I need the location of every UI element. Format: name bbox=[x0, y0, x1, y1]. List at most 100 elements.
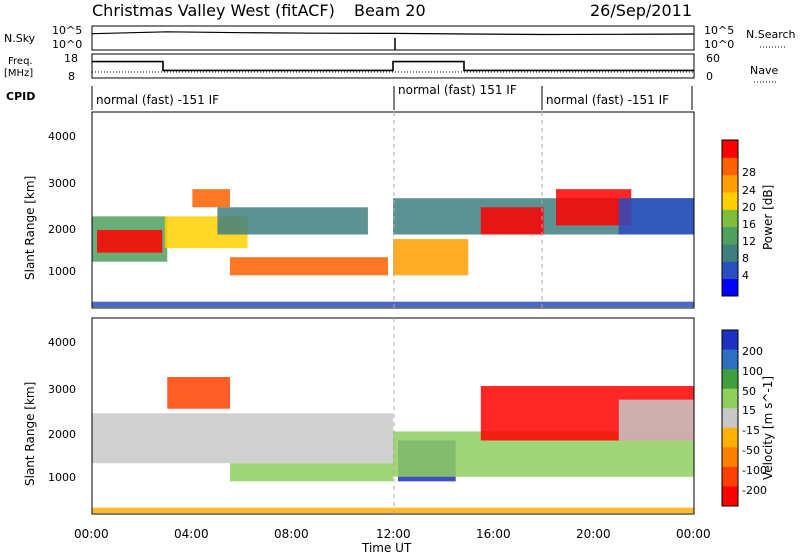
velocity-echo-band bbox=[167, 376, 230, 409]
velocity-ytick-3000: 3000 bbox=[48, 383, 76, 396]
nsky-panel: N.Sky 10^5 10^0 10^5 10^0 N.Search bbox=[4, 24, 796, 51]
power-ytick-3000: 3000 bbox=[48, 177, 76, 190]
power-echo-band bbox=[217, 207, 368, 235]
velocity-colorbar-swatch bbox=[722, 408, 738, 429]
power-colorbar-swatch bbox=[722, 157, 738, 176]
velocity-colorbar-swatch bbox=[722, 466, 738, 487]
xtick-0800: 08:00 bbox=[274, 527, 309, 541]
power-ytick-1000: 1000 bbox=[48, 265, 76, 278]
velocity-ytick-4000: 4000 bbox=[48, 336, 76, 349]
velocity-frame bbox=[91, 317, 695, 515]
freq-panel: Freq. [MHz] 18 8 60 0 Nave bbox=[4, 52, 778, 83]
power-cbar-28: 28 bbox=[742, 166, 756, 179]
nsearch-label: N.Search bbox=[746, 28, 796, 41]
xtick-2000: 20:00 bbox=[576, 527, 611, 541]
velocity-cbar-100: 100 bbox=[742, 365, 763, 378]
power-echo-band bbox=[192, 189, 230, 208]
freq-unit: [MHz] bbox=[4, 68, 33, 79]
power-echo-band bbox=[618, 198, 694, 235]
power-ylabel: Slant Range [km] bbox=[23, 176, 37, 280]
xtick-1600: 16:00 bbox=[476, 527, 511, 541]
power-colorbar-swatch bbox=[722, 261, 738, 280]
velocity-blobs bbox=[92, 376, 694, 514]
velocity-ground-band bbox=[92, 507, 694, 514]
nsearch-tick-low: 10^0 bbox=[704, 38, 734, 51]
velocity-ytick-1000: 1000 bbox=[48, 471, 76, 484]
power-colorbar-swatch bbox=[722, 244, 738, 262]
cpid-segment-1: normal (fast) -151 IF bbox=[96, 93, 219, 107]
power-colorbar-label: Power [dB] bbox=[761, 185, 775, 250]
power-blobs bbox=[92, 189, 694, 308]
velocity-echo-band bbox=[92, 413, 393, 464]
nave-tick-high: 60 bbox=[706, 52, 720, 65]
velocity-ytick-2000: 2000 bbox=[48, 428, 76, 441]
power-colorbar-swatch bbox=[722, 140, 738, 158]
chart-title: Christmas Valley West (fitACF) bbox=[92, 1, 335, 20]
power-ytick-2000: 2000 bbox=[48, 223, 76, 236]
xtick-0400: 04:00 bbox=[174, 527, 209, 541]
freq-label: Freq. bbox=[8, 56, 33, 67]
beam-label: Beam 20 bbox=[354, 1, 426, 20]
velocity-echo-band bbox=[618, 399, 694, 441]
power-frame bbox=[91, 111, 695, 309]
power-colorbar-swatch bbox=[722, 174, 738, 193]
velocity-ylabel: Slant Range [km] bbox=[23, 382, 37, 486]
power-cbar-24: 24 bbox=[742, 184, 756, 197]
power-colorbar-swatch bbox=[722, 192, 738, 210]
cpid-row: CPID normal (fast) -151 IF normal (fast)… bbox=[6, 83, 693, 110]
freq-tick-low: 8 bbox=[68, 70, 75, 83]
velocity-colorbar bbox=[722, 330, 738, 507]
nsearch-tick-high: 10^5 bbox=[704, 24, 734, 37]
power-colorbar-swatch bbox=[722, 226, 738, 245]
velocity-colorbar-swatch bbox=[722, 369, 738, 390]
velocity-cbar-neg200: -200 bbox=[742, 484, 767, 497]
velocity-echo-band bbox=[229, 463, 393, 482]
velocity-colorbar-swatch bbox=[722, 427, 738, 448]
power-echo-band bbox=[97, 229, 163, 253]
velocity-colorbar-label: Velocity [m s^-1] bbox=[761, 376, 775, 480]
x-axis-label: Time UT bbox=[361, 541, 412, 554]
velocity-cbar-neg100: -100 bbox=[742, 464, 767, 477]
date-label: 26/Sep/2011 bbox=[590, 1, 692, 20]
power-colorbar-swatch bbox=[722, 209, 738, 228]
power-ground-band bbox=[92, 301, 694, 308]
cpid-label: CPID bbox=[6, 90, 35, 103]
nsky-tick-high: 10^5 bbox=[52, 24, 82, 37]
power-colorbar bbox=[722, 140, 738, 297]
velocity-colorbar-swatch bbox=[722, 388, 738, 409]
velocity-colorbar-swatch bbox=[722, 330, 738, 351]
power-cbar-8: 8 bbox=[742, 252, 749, 265]
nave-label: Nave bbox=[750, 64, 778, 77]
velocity-colorbar-swatch bbox=[722, 349, 738, 370]
power-colorbar-swatch bbox=[722, 278, 738, 297]
power-cbar-16: 16 bbox=[742, 218, 756, 231]
velocity-cbar-200: 200 bbox=[742, 345, 763, 358]
cpid-segment-2: normal (fast) 151 IF bbox=[398, 83, 517, 97]
power-echo-band bbox=[393, 239, 469, 276]
power-echo-band bbox=[480, 207, 544, 235]
velocity-cbar-neg15: -15 bbox=[742, 424, 760, 437]
velocity-colorbar-swatch bbox=[722, 486, 738, 507]
nsky-series-line bbox=[91, 31, 695, 36]
x-axis: 00:00 04:00 08:00 12:00 16:00 20:00 00:0… bbox=[74, 527, 711, 554]
nsky-tick-low: 10^0 bbox=[52, 38, 82, 51]
power-colorbar-frame bbox=[721, 139, 739, 297]
nsky-frame bbox=[91, 25, 695, 51]
velocity-cbar-15: 15 bbox=[742, 404, 756, 417]
velocity-cbar-neg50: -50 bbox=[742, 444, 760, 457]
power-cbar-20: 20 bbox=[742, 201, 756, 214]
xtick-2400: 00:00 bbox=[676, 527, 711, 541]
power-ytick-4000: 4000 bbox=[48, 130, 76, 143]
velocity-panel: 4000 3000 2000 1000 Slant Range [km] 200… bbox=[23, 317, 775, 515]
nave-tick-low: 0 bbox=[706, 70, 713, 83]
velocity-cbar-50: 50 bbox=[742, 385, 756, 398]
nsky-label: N.Sky bbox=[4, 32, 36, 45]
freq-frame bbox=[91, 53, 695, 79]
xtick-1200: 12:00 bbox=[376, 527, 411, 541]
freq-tick-high: 18 bbox=[64, 52, 78, 65]
power-echo-band bbox=[229, 257, 388, 276]
xtick-0000: 00:00 bbox=[74, 527, 109, 541]
freq-series-line bbox=[92, 60, 694, 72]
power-panel: 4000 3000 2000 1000 Slant Range [km] 28 … bbox=[23, 111, 775, 309]
velocity-colorbar-swatch bbox=[722, 447, 738, 468]
